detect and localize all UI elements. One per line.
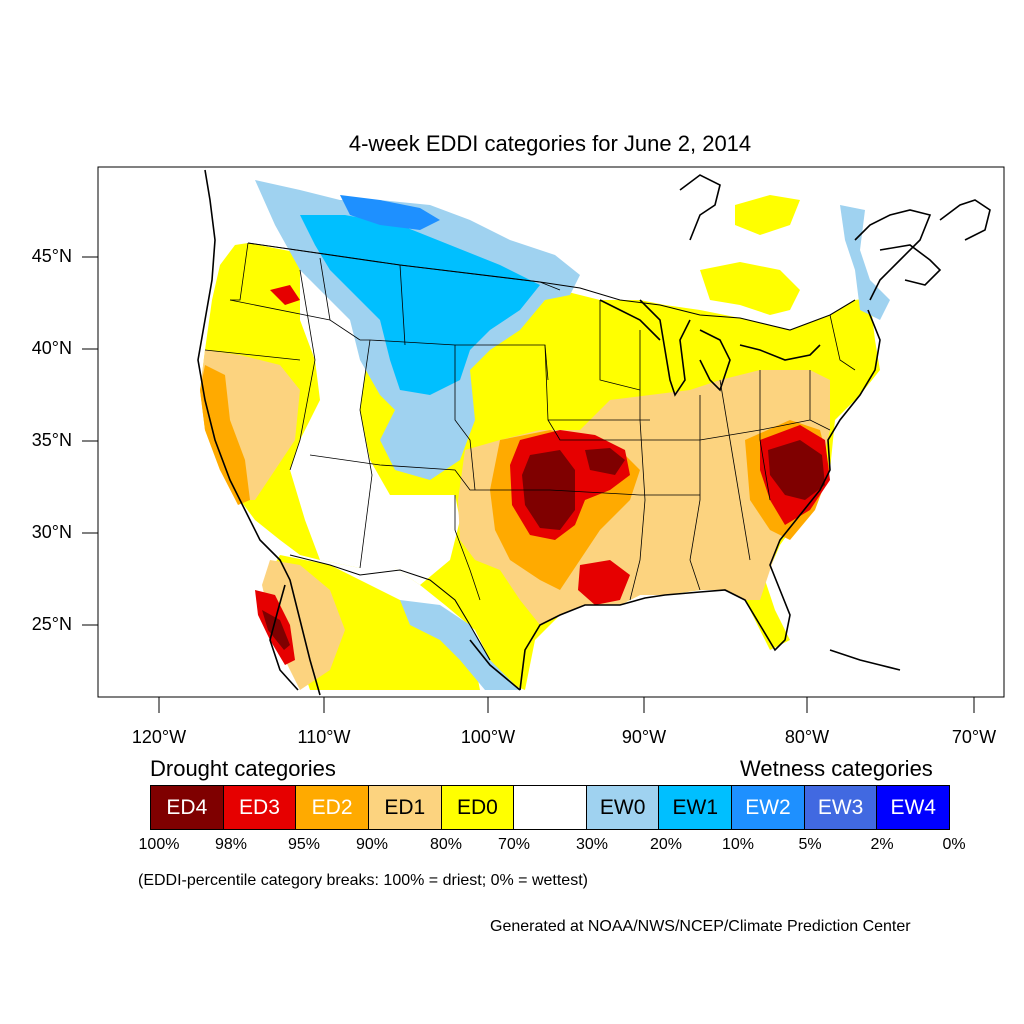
percentile-note: (EDDI-percentile category breaks: 100% =… [138, 872, 588, 889]
legend-box-ew4: EW4 [877, 786, 950, 829]
credit-line: Generated at NOAA/NWS/NCEP/Climate Predi… [490, 918, 911, 935]
percent-break: 95% [287, 836, 321, 853]
lon-label-70: 70°W [951, 727, 997, 747]
legend-box-ed2: ED2 [296, 786, 369, 829]
mexico-border [289, 554, 491, 661]
percent-break: 2% [870, 836, 894, 853]
percent-break: 5% [798, 836, 822, 853]
map-title: 4-week EDDI categories for June 2, 2014 [348, 131, 752, 156]
category-legend: ED4 ED3 ED2 ED1 ED0 EW0 EW1 EW2 EW3 EW4 [150, 785, 950, 830]
legend-box-normal [514, 786, 587, 829]
canada-border [247, 242, 856, 331]
drought-categories-title: Drought categories [150, 756, 336, 781]
drought-ed3-louisiana [578, 560, 630, 605]
map-frame [97, 166, 1005, 698]
percent-break: 100% [138, 836, 180, 853]
percent-break: 10% [721, 836, 755, 853]
legend-box-ed1: ED1 [368, 786, 442, 829]
lat-label-30: 30°N [31, 522, 72, 542]
southwest-normal-region [290, 270, 460, 585]
wetness-categories-title: Wetness categories [740, 756, 933, 781]
drought-ed2-california [200, 365, 250, 505]
lat-ticks [82, 256, 98, 626]
canada-yellow-region [700, 195, 800, 315]
lon-label-80: 80°W [784, 727, 830, 747]
lon-label-90: 90°W [621, 727, 667, 747]
percent-break: 0% [942, 836, 966, 853]
legend-box-ew3: EW3 [804, 786, 878, 829]
lon-label-120: 120°W [131, 727, 187, 747]
drought-ed3-oregon-spot [270, 285, 300, 305]
percent-break: 20% [649, 836, 683, 853]
drought-ed4-baja [262, 610, 290, 650]
percent-break: 30% [575, 836, 609, 853]
wet-ew2-patch [340, 195, 440, 230]
wet-ew0-south-texas [400, 600, 520, 690]
lat-label-25: 25°N [31, 614, 72, 634]
percent-break: 80% [429, 836, 463, 853]
percent-break: 70% [497, 836, 531, 853]
drought-ed4-missouri [585, 448, 625, 475]
lat-label-40: 40°N [31, 338, 72, 358]
legend-box-ed3: ED3 [223, 786, 297, 829]
lat-label-45: 45°N [31, 246, 72, 266]
legend-box-ew2: EW2 [732, 786, 805, 829]
legend-box-ew1: EW1 [659, 786, 733, 829]
lon-label-110: 110°W [297, 727, 351, 747]
percent-break: 90% [355, 836, 389, 853]
wet-ew1-region [300, 215, 540, 395]
lon-label-100: 100°W [460, 727, 516, 747]
legend-box-ew0: EW0 [586, 786, 660, 829]
legend-box-ed0: ED0 [441, 786, 515, 829]
lon-ticks [158, 697, 975, 713]
lat-label-35: 35°N [31, 430, 72, 450]
drought-ed4-carolinas [768, 440, 825, 500]
legend-box-ed4: ED4 [151, 786, 224, 829]
percent-break: 98% [214, 836, 248, 853]
wet-ew0-southeast-canada [840, 205, 890, 320]
coastlines [197, 169, 991, 696]
